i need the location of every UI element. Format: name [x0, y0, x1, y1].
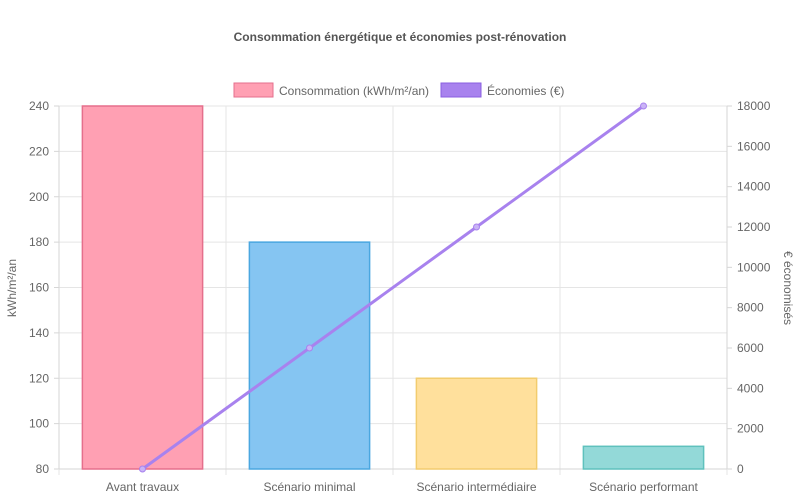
left-tick-label: 160 — [29, 281, 49, 295]
left-tick-label: 100 — [29, 417, 49, 431]
savings-line-layer — [139, 102, 647, 473]
point-economies[interactable] — [473, 223, 480, 231]
legend-item-consommation[interactable]: Consommation (kWh/m²/an) — [233, 82, 429, 98]
x-tick-label: Scénario minimal — [263, 480, 355, 494]
bars — [81, 105, 705, 470]
x-tick-label: Scénario intermédiaire — [416, 480, 536, 494]
left-tick-label: 120 — [29, 371, 49, 385]
bar-consommation[interactable] — [582, 445, 705, 470]
x-tick-label: Avant travaux — [106, 480, 179, 494]
left-axis-ticks: 80 100 120 140 160 180 200 220 240 — [29, 99, 49, 476]
legend-swatch-economies — [440, 82, 482, 98]
bar-consommation[interactable] — [415, 377, 538, 470]
left-tick-label: 240 — [29, 99, 49, 113]
right-tick-label: 14000 — [737, 180, 771, 194]
legend-label-consommation: Consommation (kWh/m²/an) — [279, 84, 429, 98]
left-tick-label: 200 — [29, 190, 49, 204]
left-tick-label: 140 — [29, 326, 49, 340]
right-tick-label: 18000 — [737, 99, 771, 113]
bar-consommation[interactable] — [248, 241, 371, 470]
right-tick-label: 8000 — [737, 301, 764, 315]
chart-title: Consommation énergétique et économies po… — [234, 30, 567, 44]
left-tick-label: 220 — [29, 144, 49, 158]
legend-item-economies[interactable]: Économies (€) — [440, 82, 564, 98]
point-economies[interactable] — [306, 344, 313, 352]
point-economies[interactable] — [640, 102, 647, 110]
bar-consommation[interactable] — [81, 105, 204, 470]
x-axis-ticks: Avant travaux Scénario minimal Scénario in… — [106, 480, 699, 494]
right-tick-label: 2000 — [737, 422, 764, 436]
left-tick-label: 180 — [29, 235, 49, 249]
right-tick-label: 10000 — [737, 260, 771, 274]
legend-swatch-consommation — [233, 82, 274, 98]
y-axis-label: kWh/m²/an — [5, 259, 19, 317]
legend-label-economies: Économies (€) — [487, 83, 564, 98]
right-tick-label: 0 — [737, 462, 744, 476]
right-tick-label: 16000 — [737, 139, 771, 153]
right-axis-ticks: 0 2000 4000 6000 8000 10000 12000 14000 16000 180… — [737, 99, 771, 476]
right-tick-label: 12000 — [737, 220, 771, 234]
legend: Consommation (kWh/m²/an) Économies (€) — [233, 82, 564, 98]
right-tick-label: 4000 — [737, 381, 764, 395]
line-economies — [141, 104, 645, 471]
point-economies[interactable] — [139, 465, 146, 473]
left-tick-label: 80 — [36, 462, 50, 476]
y2-axis-label: € économisés — [781, 251, 795, 325]
right-tick-label: 6000 — [737, 341, 764, 355]
x-tick-label: Scénario performant — [589, 480, 698, 494]
